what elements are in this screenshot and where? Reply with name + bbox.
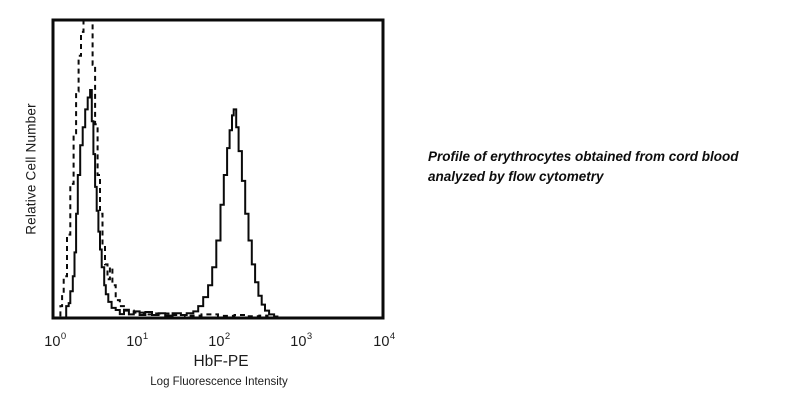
series-solid-stained-histogram <box>53 89 383 319</box>
flow-cytometry-chart: Relative Cell Number 100 101 102 103 104… <box>23 18 396 388</box>
caption-line1: Profile of erythrocytes obtained from co… <box>428 149 739 164</box>
figure-caption: Profile of erythrocytes obtained from co… <box>428 147 773 187</box>
tick-exp: 2 <box>224 331 231 342</box>
x-tick-10e3: 103 <box>290 331 313 350</box>
histogram-curves <box>53 19 383 319</box>
series-dashed-control-histogram <box>53 19 383 319</box>
tick-exp: 3 <box>306 331 313 342</box>
tick-exp: 1 <box>142 331 149 342</box>
tick-base: 10 <box>44 333 61 350</box>
tick-base: 10 <box>373 333 390 350</box>
histogram-plot <box>51 18 385 320</box>
x-tick-10e0: 100 <box>44 331 67 350</box>
tick-exp: 4 <box>389 331 396 342</box>
tick-base: 10 <box>126 333 143 350</box>
tick-base: 10 <box>208 333 225 350</box>
x-tick-10e1: 101 <box>126 331 149 350</box>
x-tick-10e2: 102 <box>208 331 231 350</box>
x-axis-title: HbF-PE <box>193 353 249 370</box>
tick-exp: 0 <box>60 331 67 342</box>
x-tick-10e4: 104 <box>373 331 396 350</box>
plot-frame <box>51 18 385 320</box>
y-axis-label: Relative Cell Number <box>23 103 39 235</box>
caption-line2: analyzed by flow cytometry <box>428 169 604 184</box>
x-axis-subtitle: Log Fluorescence Intensity <box>150 376 288 388</box>
tick-base: 10 <box>290 333 307 350</box>
